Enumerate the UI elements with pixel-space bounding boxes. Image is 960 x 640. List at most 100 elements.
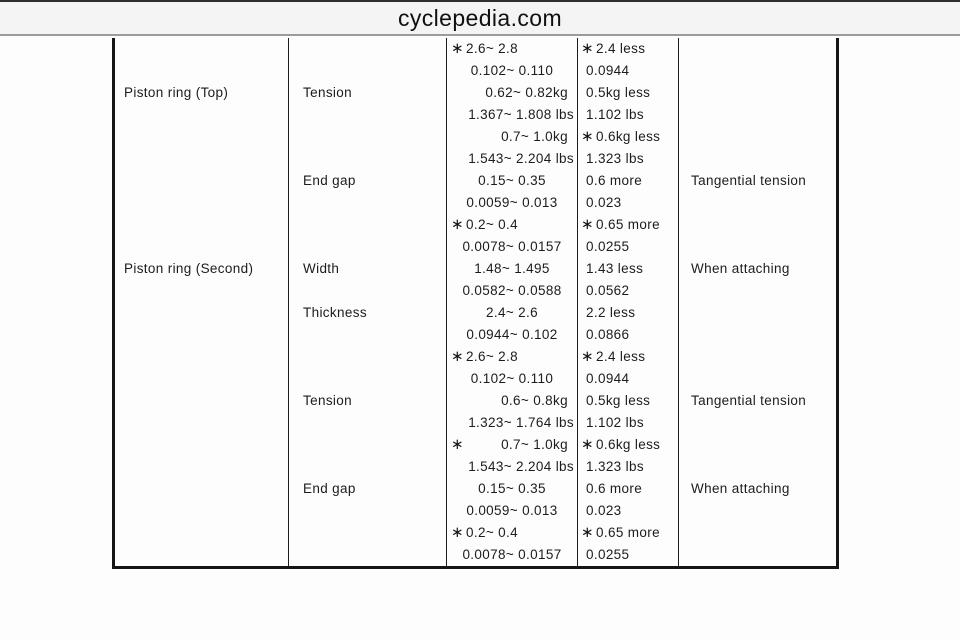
limit-value-cell: 0.0255 bbox=[578, 544, 679, 566]
standard-value-cell: 0.102~ 0.110 bbox=[447, 60, 578, 82]
table-row: Tension 0.6~ 0.8kg 0.5kg less Tangential te… bbox=[115, 390, 836, 412]
table-row: 1.367~ 1.808 lbs 1.102 lbs bbox=[115, 104, 836, 126]
asterisk-marker: ∗ bbox=[451, 348, 464, 365]
standard-value-text: 1.48~ 1.495 bbox=[474, 261, 550, 276]
limit-value-cell: 1.102 lbs bbox=[578, 412, 679, 434]
standard-value-cell: 0.15~ 0.35 bbox=[447, 478, 578, 500]
table-row: 1.543~ 2.204 lbs 1.323 lbs bbox=[115, 148, 836, 170]
standard-value-text: 1.323~ 1.764 lbs bbox=[468, 415, 574, 430]
standard-value-text: 0.0582~ 0.0588 bbox=[462, 283, 562, 298]
piston-ring-spec-table: ∗ 2.6~ 2.8 ∗ 2.4 less 0.102~ 0.110 0.0944 Pist… bbox=[112, 38, 839, 569]
item-label-cell bbox=[115, 544, 289, 566]
limit-value-text: 1.323 lbs bbox=[586, 151, 644, 166]
limit-value-text: 0.023 bbox=[586, 503, 622, 518]
measurement-label-cell: Tension bbox=[289, 82, 447, 104]
table-row: 0.102~ 0.110 0.0944 bbox=[115, 368, 836, 390]
measurement-label-cell bbox=[289, 104, 447, 126]
standard-value-text: 2.6~ 2.8 bbox=[466, 41, 518, 56]
limit-value-cell: 0.0562 bbox=[578, 280, 679, 302]
limit-value-text: 0.0255 bbox=[586, 239, 630, 254]
item-label-cell bbox=[115, 412, 289, 434]
limit-value-cell: 0.0866 bbox=[578, 324, 679, 346]
standard-value-cell: 0.102~ 0.110 bbox=[447, 368, 578, 390]
item-label-cell bbox=[115, 60, 289, 82]
standard-value-text: 1.543~ 2.204 lbs bbox=[468, 151, 574, 166]
standard-value-cell: 1.323~ 1.764 lbs bbox=[447, 412, 578, 434]
item-label-cell bbox=[115, 390, 289, 412]
table-row: End gap 0.15~ 0.35 0.6 more When attaching bbox=[115, 478, 836, 500]
table-row: 0.102~ 0.110 0.0944 bbox=[115, 60, 836, 82]
item-label-cell bbox=[115, 302, 289, 324]
remark-cell: Tangential tension bbox=[691, 173, 807, 188]
asterisk-marker: ∗ bbox=[581, 128, 594, 145]
table-row: ∗ 2.6~ 2.8 ∗ 2.4 less bbox=[115, 38, 836, 60]
measurement-label-cell: Width bbox=[289, 258, 447, 280]
table-row: 0.0078~ 0.0157 0.0255 bbox=[115, 236, 836, 258]
standard-value-cell: 1.367~ 1.808 lbs bbox=[447, 104, 578, 126]
measurement-label-cell bbox=[289, 148, 447, 170]
measurement-label-cell: Tension bbox=[289, 390, 447, 412]
limit-value-text: 1.323 lbs bbox=[586, 459, 644, 474]
measurement-label-cell: Thickness bbox=[289, 302, 447, 324]
table-row: Piston ring (Top) Tension 0.62~ 0.82kg 0.5k… bbox=[115, 82, 836, 104]
limit-value-text: 0.6 more bbox=[586, 481, 643, 496]
asterisk-marker: ∗ bbox=[451, 524, 464, 541]
remark-cell bbox=[679, 236, 836, 258]
limit-value-text: 0.0562 bbox=[586, 283, 630, 298]
remark-cell bbox=[679, 434, 836, 456]
asterisk-marker: ∗ bbox=[581, 216, 594, 233]
remark-cell: When attaching bbox=[691, 261, 790, 276]
table-row: 1.323~ 1.764 lbs 1.102 lbs bbox=[115, 412, 836, 434]
item-label-cell bbox=[115, 456, 289, 478]
remark-cell bbox=[679, 324, 836, 346]
limit-value-text: 0.65 more bbox=[596, 217, 660, 232]
standard-value-text: 2.4~ 2.6 bbox=[486, 305, 538, 320]
standard-value-text: 0.6~ 0.8kg bbox=[501, 393, 568, 408]
limit-value-text: 0.6kg less bbox=[596, 129, 661, 144]
limit-value-text: 0.0255 bbox=[586, 547, 630, 562]
site-title: cyclepedia.com bbox=[397, 4, 563, 31]
standard-value-text: 0.15~ 0.35 bbox=[478, 481, 546, 496]
asterisk-marker: ∗ bbox=[451, 436, 464, 453]
remark-cell bbox=[679, 412, 836, 434]
table-row: ∗ 2.6~ 2.8 ∗ 2.4 less bbox=[115, 346, 836, 368]
table-row: 0.0078~ 0.0157 0.0255 bbox=[115, 544, 836, 566]
limit-value-cell: 1.323 lbs bbox=[578, 456, 679, 478]
measurement-label-cell bbox=[289, 236, 447, 258]
limit-value-cell: ∗ 0.65 more bbox=[578, 522, 679, 544]
item-label-cell bbox=[115, 478, 289, 500]
standard-value-cell: 0.6~ 0.8kg bbox=[447, 390, 578, 412]
remark-cell bbox=[679, 214, 836, 236]
limit-value-text: 0.0866 bbox=[586, 327, 630, 342]
measurement-label-cell bbox=[289, 346, 447, 368]
measurement-label-cell bbox=[289, 38, 447, 60]
limit-value-text: 0.5kg less bbox=[586, 85, 651, 100]
standard-value-text: 0.7~ 1.0kg bbox=[501, 129, 568, 144]
item-label-cell bbox=[115, 236, 289, 258]
table-row: 0.7~ 1.0kg ∗ 0.6kg less bbox=[115, 126, 836, 148]
remark-cell bbox=[679, 148, 836, 170]
standard-value-text: 0.2~ 0.4 bbox=[466, 217, 518, 232]
standard-value-cell: ∗ 0.7~ 1.0kg bbox=[447, 434, 578, 456]
standard-value-text: 0.15~ 0.35 bbox=[478, 173, 546, 188]
table-row: 1.543~ 2.204 lbs 1.323 lbs bbox=[115, 456, 836, 478]
item-label-cell bbox=[115, 522, 289, 544]
item-label-cell bbox=[115, 500, 289, 522]
remark-cell bbox=[679, 280, 836, 302]
item-label-cell bbox=[115, 324, 289, 346]
standard-value-text: 0.0078~ 0.0157 bbox=[462, 239, 562, 254]
measurement-label-cell bbox=[289, 368, 447, 390]
standard-value-cell: 1.543~ 2.204 lbs bbox=[447, 148, 578, 170]
remark-cell bbox=[679, 544, 836, 566]
standard-value-text: 0.0944~ 0.102 bbox=[466, 327, 558, 342]
remark-cell bbox=[679, 104, 836, 126]
item-label-cell bbox=[115, 38, 289, 60]
measurement-label-cell bbox=[289, 60, 447, 82]
limit-value-cell: 0.6 more bbox=[578, 478, 679, 500]
item-label-cell bbox=[115, 280, 289, 302]
limit-value-text: 2.4 less bbox=[596, 349, 646, 364]
standard-value-text: 0.7~ 1.0kg bbox=[501, 437, 568, 452]
limit-value-text: 0.0944 bbox=[586, 371, 630, 386]
limit-value-text: 2.4 less bbox=[596, 41, 646, 56]
limit-value-text: 0.023 bbox=[586, 195, 622, 210]
